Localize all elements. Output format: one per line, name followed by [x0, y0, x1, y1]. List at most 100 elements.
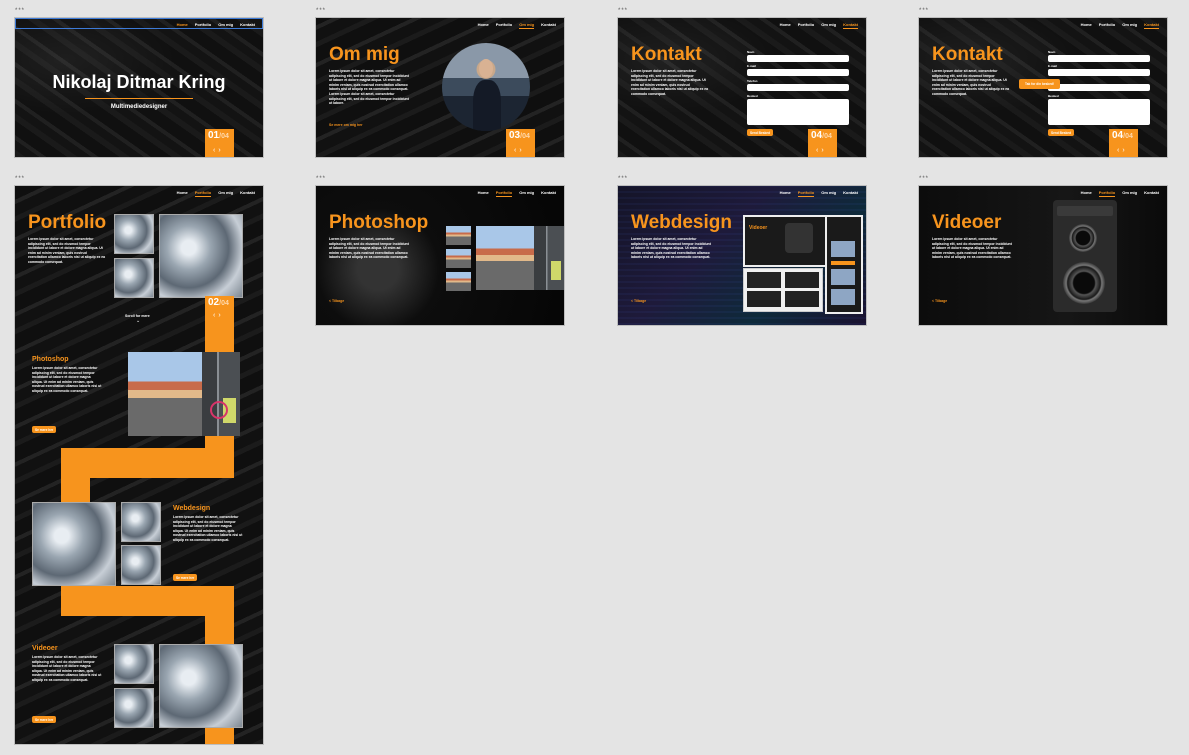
- about-link[interactable]: Se mere om mig her: [329, 123, 363, 127]
- pager-arrows-icon[interactable]: ‹›: [1117, 147, 1128, 154]
- back-link[interactable]: < Tilbage: [631, 299, 647, 303]
- name-field[interactable]: [1048, 55, 1150, 62]
- slide-pager[interactable]: 04/04 ‹›: [808, 129, 837, 157]
- nav-portfolio[interactable]: Portfolio: [495, 22, 513, 27]
- section-title-videoer: Videoer: [32, 645, 58, 652]
- path-segment: [61, 586, 234, 616]
- pager-arrows-icon[interactable]: ‹›: [514, 147, 525, 154]
- photoshop-thumb: [446, 249, 471, 268]
- ice-large: [32, 502, 116, 586]
- pager-total: /04: [219, 133, 229, 140]
- nav-home[interactable]: Home: [477, 22, 489, 27]
- email-field[interactable]: [1048, 69, 1150, 76]
- pager-arrows-icon[interactable]: ‹›: [213, 312, 224, 319]
- nav-kontakt[interactable]: Kontakt: [240, 190, 255, 195]
- nav-portfolio[interactable]: Portfolio: [194, 190, 212, 197]
- nav-om-mig[interactable]: Om mig: [1122, 22, 1138, 27]
- nav-kontakt[interactable]: Kontakt: [541, 190, 556, 195]
- email-field[interactable]: [747, 69, 849, 76]
- nav-portfolio[interactable]: Portfolio: [1098, 190, 1116, 197]
- email-label: E-mail: [1048, 64, 1058, 68]
- artboard-portfolio[interactable]: Home Portfolio Om mig Kontakt Portfolio …: [15, 186, 263, 744]
- pager-current: 04: [811, 130, 823, 141]
- nav-om-mig[interactable]: Om mig: [1122, 190, 1138, 195]
- photoshop-text: Lorem ipsum dolor sit amet, consectetur …: [32, 366, 102, 393]
- name-field[interactable]: [747, 55, 849, 62]
- ice-thumb: [114, 258, 154, 298]
- nav-om-mig[interactable]: Om mig: [519, 190, 535, 195]
- slide-pager[interactable]: 01/04 ‹›: [205, 129, 234, 157]
- message-field[interactable]: [747, 99, 849, 125]
- top-nav: Home Portfolio Om mig Kontakt: [1081, 190, 1159, 197]
- nav-om-mig[interactable]: Om mig: [218, 190, 234, 195]
- photoshop-more-button[interactable]: Se mere her: [32, 426, 57, 433]
- slide-pager[interactable]: 04/04 ‹›: [1109, 129, 1138, 157]
- videoer-more-button[interactable]: Se mere her: [32, 716, 57, 723]
- nav-home[interactable]: Home: [1080, 190, 1092, 195]
- mockup-title: Videoer: [749, 225, 768, 231]
- artboard-kontakt[interactable]: Home Portfolio Om mig Kontakt Kontakt Lo…: [618, 18, 866, 157]
- artboard-om-mig[interactable]: Home Portfolio Om mig Kontakt Om mig Lor…: [316, 18, 564, 157]
- artboard-webdesign[interactable]: Home Portfolio Om mig Kontakt Webdesign …: [618, 186, 866, 325]
- path-segment: [61, 448, 234, 478]
- back-link[interactable]: < Tilbage: [932, 299, 948, 303]
- nav-kontakt[interactable]: Kontakt: [240, 22, 255, 27]
- contact-text: Lorem ipsum dolor sit amet, consectetur …: [631, 69, 709, 96]
- profile-photo: [442, 43, 530, 131]
- back-link[interactable]: < Tilbage: [329, 299, 345, 303]
- section-title-photoshop: Photoshop: [32, 356, 69, 363]
- phone-field[interactable]: [747, 84, 849, 91]
- send-button[interactable]: Send Besked: [1048, 129, 1075, 136]
- nav-home[interactable]: Home: [176, 190, 188, 195]
- page-title: Webdesign: [631, 212, 732, 233]
- webdesign-text: Lorem ipsum dolor sit amet, consectetur …: [173, 515, 243, 542]
- photoshop-main-image-detail: [534, 226, 564, 290]
- nav-portfolio[interactable]: Portfolio: [797, 22, 815, 27]
- section-title-webdesign: Webdesign: [173, 505, 211, 512]
- photoshop-image-detail: [202, 352, 240, 436]
- nav-portfolio[interactable]: Portfolio: [797, 190, 815, 197]
- nav-portfolio[interactable]: Portfolio: [194, 22, 212, 27]
- pager-arrows-icon[interactable]: ‹›: [213, 147, 224, 154]
- slide-pager[interactable]: 02/04 ‹›: [205, 296, 234, 348]
- nav-om-mig[interactable]: Om mig: [821, 22, 837, 27]
- camera-image: [1053, 200, 1117, 312]
- artboard-label: ***: [919, 176, 930, 182]
- videoer-text: Lorem ipsum dolor sit amet, consectetur …: [932, 237, 1012, 260]
- nav-kontakt[interactable]: Kontakt: [541, 22, 556, 27]
- send-button[interactable]: Send Besked: [747, 129, 774, 136]
- nav-home[interactable]: Home: [779, 190, 791, 195]
- pager-current: 01: [208, 130, 220, 141]
- top-nav: Home Portfolio Om mig Kontakt: [478, 22, 556, 29]
- name-label: Navn: [747, 50, 755, 54]
- top-nav: Home Portfolio Om mig Kontakt: [780, 22, 858, 29]
- webdesign-more-button[interactable]: Se mere her: [173, 574, 198, 581]
- nav-kontakt[interactable]: Kontakt: [843, 190, 858, 195]
- phone-label: Telefon: [747, 79, 758, 83]
- nav-kontakt[interactable]: Kontakt: [1144, 190, 1159, 195]
- message-label: Besked: [1048, 94, 1059, 98]
- top-nav: Home Portfolio Om mig Kontakt: [1081, 22, 1159, 29]
- nav-kontakt[interactable]: Kontakt: [843, 22, 858, 29]
- nav-om-mig[interactable]: Om mig: [218, 22, 234, 27]
- nav-portfolio[interactable]: Portfolio: [495, 190, 513, 197]
- page-title: Photoshop: [329, 212, 429, 233]
- nav-om-mig[interactable]: Om mig: [519, 22, 535, 29]
- nav-home[interactable]: Home: [779, 22, 791, 27]
- artboard-videoer[interactable]: Home Portfolio Om mig Kontakt Videoer Lo…: [919, 186, 1167, 325]
- nav-kontakt[interactable]: Kontakt: [1144, 22, 1159, 29]
- nav-home[interactable]: Home: [1080, 22, 1092, 27]
- artboard-photoshop[interactable]: Home Portfolio Om mig Kontakt Photoshop …: [316, 186, 564, 325]
- nav-om-mig[interactable]: Om mig: [821, 190, 837, 195]
- page-title: Portfolio: [28, 212, 107, 233]
- phone-field[interactable]: [1048, 84, 1150, 91]
- photoshop-image: [128, 352, 202, 436]
- artboard-kontakt-sent[interactable]: Home Portfolio Om mig Kontakt Kontakt Lo…: [919, 18, 1167, 157]
- slide-pager[interactable]: 03/04 ‹›: [506, 129, 535, 157]
- nav-portfolio[interactable]: Portfolio: [1098, 22, 1116, 27]
- message-field[interactable]: [1048, 99, 1150, 125]
- nav-home[interactable]: Home: [477, 190, 489, 195]
- pager-arrows-icon[interactable]: ‹›: [816, 147, 827, 154]
- artboard-hero[interactable]: Home Portfolio Om mig Kontakt Nikolaj Di…: [15, 18, 263, 157]
- chevron-down-icon[interactable]: ⌄: [136, 318, 141, 324]
